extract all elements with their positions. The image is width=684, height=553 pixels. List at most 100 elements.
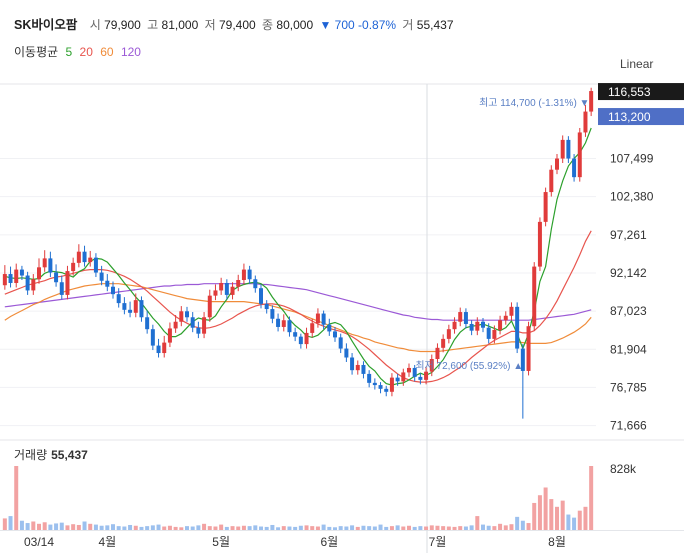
ma-120: 120 — [120, 45, 141, 59]
volume-bar — [241, 525, 246, 530]
volume-bar — [145, 526, 150, 530]
high-label: 고 — [147, 18, 159, 32]
candle-body — [190, 317, 195, 328]
volume-bar — [355, 526, 360, 530]
candle-body — [93, 257, 98, 273]
max-annotation: 최고 114,700 (-1.31%) ▼ — [479, 97, 589, 109]
volume-bar — [25, 523, 30, 530]
candle-body — [372, 382, 377, 386]
candle-body — [412, 367, 417, 377]
candle-body — [293, 332, 298, 337]
ma-5: 5 — [65, 45, 73, 59]
volume-bar — [196, 525, 201, 530]
volume-bar — [173, 526, 178, 530]
volume-bar — [520, 520, 525, 530]
candle-body — [452, 321, 457, 330]
volume-bar — [384, 526, 389, 530]
volume-bar — [503, 525, 508, 530]
candle-body — [327, 324, 332, 332]
volume-bar — [287, 526, 292, 530]
volume-bar — [185, 526, 189, 530]
moving-average-legend[interactable]: 이동평균 5 20 60 120 — [14, 43, 145, 60]
ma20-line — [4, 230, 592, 383]
x-tick-label: 7월 — [429, 535, 447, 549]
candle-body — [122, 303, 127, 310]
volume-bar — [475, 516, 480, 530]
volume-bar — [589, 466, 594, 530]
y-tick-label: 71,666 — [610, 419, 647, 433]
ma-60: 60 — [100, 45, 114, 59]
volume-bar — [190, 526, 195, 530]
candle-body — [321, 313, 326, 325]
x-tick-label: 6월 — [320, 535, 338, 549]
candle-body — [2, 274, 7, 286]
volume-bar — [361, 525, 366, 530]
candle-body — [42, 258, 47, 268]
candle-body — [173, 321, 178, 329]
volume-bar — [577, 510, 582, 530]
candle-body — [532, 266, 537, 327]
y-tick-label: 87,023 — [610, 304, 647, 318]
min-annotation: 최저 72,600 (55.92%) ▲ — [415, 360, 523, 372]
candle-body — [481, 321, 485, 328]
candle-body — [276, 318, 281, 327]
volume-bar — [407, 525, 411, 530]
candle-body — [549, 169, 554, 193]
volume-bar — [247, 526, 252, 530]
volume-bar — [99, 525, 104, 530]
ma120-line — [4, 283, 592, 321]
candle-body — [14, 269, 19, 283]
candle-body — [515, 306, 520, 349]
current-price-label: 116,553 — [608, 85, 651, 99]
volume-bar — [367, 526, 372, 530]
volume-bar — [82, 521, 87, 530]
volume-bar — [537, 495, 542, 530]
candle-body — [458, 312, 463, 322]
candle-body — [99, 272, 104, 281]
x-tick-label: 8월 — [548, 535, 566, 549]
volume-bar — [116, 526, 121, 530]
candle-body — [537, 221, 542, 267]
volume-bar — [372, 526, 377, 530]
volume-bar — [133, 525, 138, 530]
candle-body — [213, 290, 218, 296]
candle-body — [185, 311, 189, 318]
ma-label: 이동평균 — [14, 45, 59, 59]
current-price-tag — [598, 83, 684, 101]
candle-body — [37, 267, 41, 280]
candle-body — [287, 320, 292, 333]
candle-body — [583, 111, 588, 133]
volume-bar — [42, 522, 47, 530]
x-tick-label: 5월 — [212, 535, 230, 549]
volume-bar — [463, 526, 468, 530]
candle-body — [492, 329, 497, 339]
volume-bar — [31, 521, 36, 530]
candle-body — [543, 192, 548, 222]
scale-toggle[interactable]: Linear — [620, 57, 654, 71]
candle-body — [469, 323, 474, 331]
candle-body — [350, 357, 355, 371]
candle-body — [224, 282, 229, 295]
candle-body — [298, 336, 303, 345]
volume-bar — [19, 520, 24, 530]
low-label: 저 — [204, 18, 216, 32]
candle-body — [560, 139, 565, 159]
volume-bar — [555, 506, 559, 530]
volume-bar — [401, 526, 406, 530]
low-value: 79,400 — [218, 18, 256, 32]
volume-bar — [532, 502, 537, 530]
candle-body — [344, 348, 349, 358]
volume-bar — [429, 525, 434, 530]
volume-bar — [139, 526, 144, 530]
y-tick-label: 97,261 — [610, 228, 647, 242]
volume-panel-value: 55,437 — [51, 448, 88, 462]
candle-body — [384, 388, 389, 392]
volume-bar — [515, 516, 520, 530]
second-price-tag — [598, 108, 684, 126]
candle-body — [503, 315, 508, 321]
candle-body — [281, 320, 286, 327]
x-tick-label: 03/14 — [24, 535, 54, 549]
candle-body — [589, 91, 594, 112]
candle-body — [230, 286, 235, 295]
